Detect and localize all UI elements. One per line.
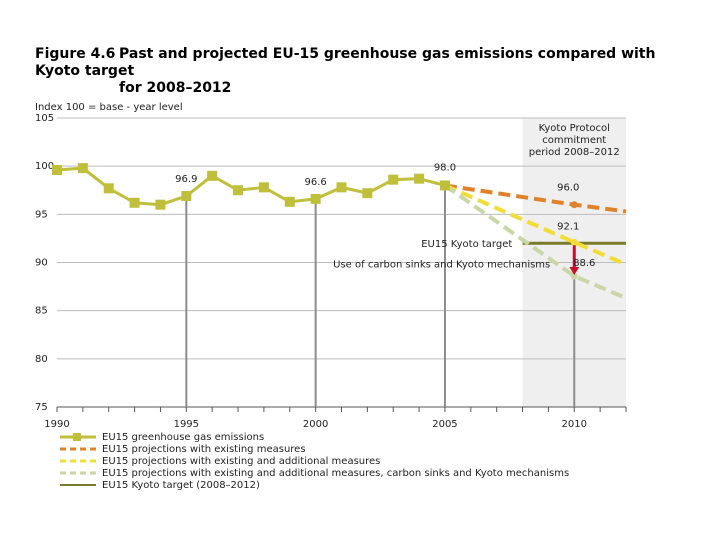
data-label: 96.0 — [557, 183, 579, 194]
legend-label-3: EU15 projections with existing and addit… — [102, 468, 569, 479]
sinks-arrow-head — [569, 266, 580, 275]
kyoto-target-annotation: EU15 Kyoto target — [421, 239, 512, 250]
x-tick-label: 1995 — [174, 419, 199, 430]
emissions-point — [414, 173, 425, 184]
y-tick-label: 105 — [35, 113, 54, 124]
y-tick-label: 95 — [35, 209, 48, 220]
figure-title: Figure 4.6 Past and projected EU-15 green… — [35, 46, 695, 97]
legend-marker-0 — [73, 433, 81, 441]
y-tick-label: 75 — [35, 402, 48, 413]
emissions-point — [52, 165, 62, 176]
y-tick-label: 80 — [35, 354, 48, 365]
legend-label-4: EU15 Kyoto target (2008–2012) — [102, 480, 260, 491]
projection-line-2 — [444, 183, 627, 267]
x-tick-label: 2000 — [303, 419, 328, 430]
emissions-point — [155, 199, 166, 210]
commitment-band-label: period 2008–2012 — [529, 147, 620, 158]
emissions-point — [129, 197, 140, 208]
legend-label-1: EU15 projections with existing measures — [102, 444, 306, 455]
data-label: 96.9 — [175, 174, 197, 185]
projection-marker-3 — [570, 272, 578, 280]
data-label: 92.1 — [557, 221, 579, 232]
data-label: 96.6 — [305, 177, 327, 188]
legend-label-2: EU15 projections with existing and addit… — [102, 456, 380, 467]
emissions-point — [439, 180, 450, 191]
emissions-point — [310, 193, 321, 204]
emissions-point — [181, 191, 192, 202]
x-tick-label: 2010 — [562, 419, 587, 430]
emissions-point — [233, 185, 244, 196]
data-label: 88.6 — [573, 258, 595, 269]
sinks-mechanisms-annotation: Use of carbon sinks and Kyoto mechanisms — [333, 259, 550, 270]
x-tick-label: 1990 — [44, 419, 69, 430]
data-label: 98.0 — [434, 162, 456, 173]
emissions-point — [77, 163, 88, 174]
emissions-point — [362, 188, 373, 199]
emissions-point — [207, 170, 218, 181]
x-tick-label: 2005 — [432, 419, 457, 430]
emissions-point — [103, 183, 114, 194]
projection-marker-2 — [570, 238, 578, 246]
emissions-point — [336, 182, 347, 193]
commitment-band-label: commitment — [542, 135, 606, 146]
y-tick-label: 85 — [35, 306, 48, 317]
y-tick-label: 90 — [35, 258, 48, 269]
figure-title-line2: for 2008–2012 — [119, 80, 232, 96]
emissions-point — [284, 196, 295, 207]
emissions-point — [258, 182, 269, 193]
y-axis-label: Index 100 = base - year level — [35, 102, 183, 113]
emissions-point — [388, 174, 399, 185]
commitment-band-label: Kyoto Protocol — [539, 123, 610, 134]
y-tick-label: 100 — [35, 161, 54, 172]
legend-label-0: EU15 greenhouse gas emissions — [102, 432, 264, 443]
figure-number: Figure 4.6 — [35, 46, 116, 62]
figure-title-line1: Past and projected EU-15 greenhouse gas … — [35, 46, 656, 79]
emissions-line — [56, 166, 446, 207]
projection-marker-1 — [570, 201, 578, 209]
